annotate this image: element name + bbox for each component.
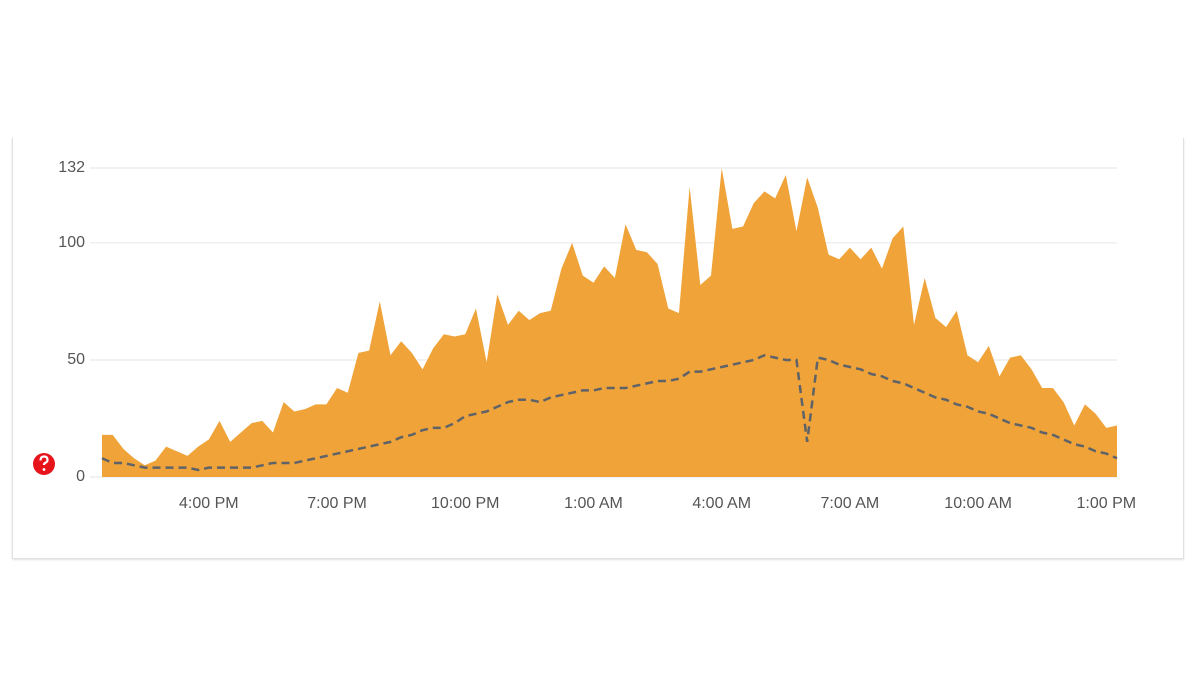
dashed-line [101,353,1118,472]
x-tick-label: 7:00 PM [307,495,367,512]
x-tick-label: 4:00 AM [692,495,751,512]
x-tick-label: 10:00 AM [944,495,1012,512]
y-tick-label: 0 [76,468,85,485]
x-tick-label: 4:00 PM [179,495,239,512]
y-tick-label: 50 [67,351,85,368]
x-tick-label: 1:00 PM [1077,495,1137,512]
y-tick-label: 132 [58,159,85,176]
help-glyph [39,455,49,466]
x-tick-label: 1:00 AM [564,495,623,512]
help-dot [42,468,46,471]
area [102,168,1117,477]
x-tick-label: 10:00 PM [431,495,499,512]
y-tick-label: 100 [58,234,85,251]
x-tick-label: 7:00 AM [821,495,880,512]
